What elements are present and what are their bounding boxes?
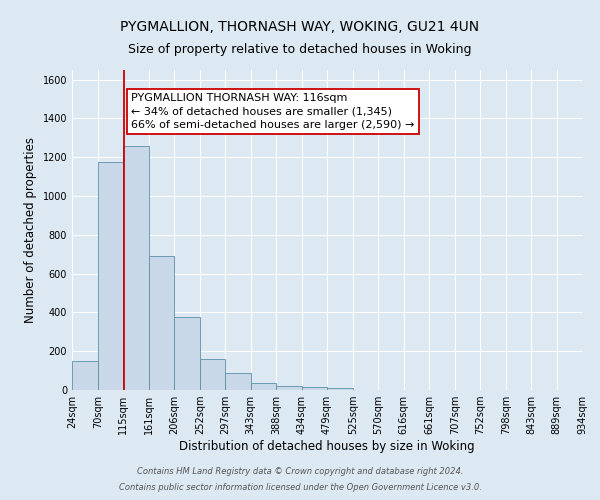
- Bar: [98, 162, 123, 390]
- Text: PYGMALLION, THORNASH WAY, WOKING, GU21 4UN: PYGMALLION, THORNASH WAY, WOKING, GU21 4…: [121, 20, 479, 34]
- Bar: [200, 359, 225, 390]
- Bar: [174, 318, 200, 390]
- Bar: [251, 383, 276, 390]
- X-axis label: Distribution of detached houses by size in Woking: Distribution of detached houses by size …: [179, 440, 475, 453]
- Text: Size of property relative to detached houses in Woking: Size of property relative to detached ho…: [128, 42, 472, 56]
- Bar: [225, 372, 251, 390]
- Bar: [302, 387, 327, 390]
- Bar: [276, 386, 302, 390]
- Y-axis label: Number of detached properties: Number of detached properties: [24, 137, 37, 323]
- Bar: [123, 146, 149, 390]
- Bar: [149, 256, 174, 390]
- Text: PYGMALLION THORNASH WAY: 116sqm
← 34% of detached houses are smaller (1,345)
66%: PYGMALLION THORNASH WAY: 116sqm ← 34% of…: [131, 94, 415, 130]
- Bar: [327, 388, 353, 390]
- Bar: [72, 361, 98, 390]
- Text: Contains public sector information licensed under the Open Government Licence v3: Contains public sector information licen…: [119, 484, 481, 492]
- Text: Contains HM Land Registry data © Crown copyright and database right 2024.: Contains HM Land Registry data © Crown c…: [137, 467, 463, 476]
